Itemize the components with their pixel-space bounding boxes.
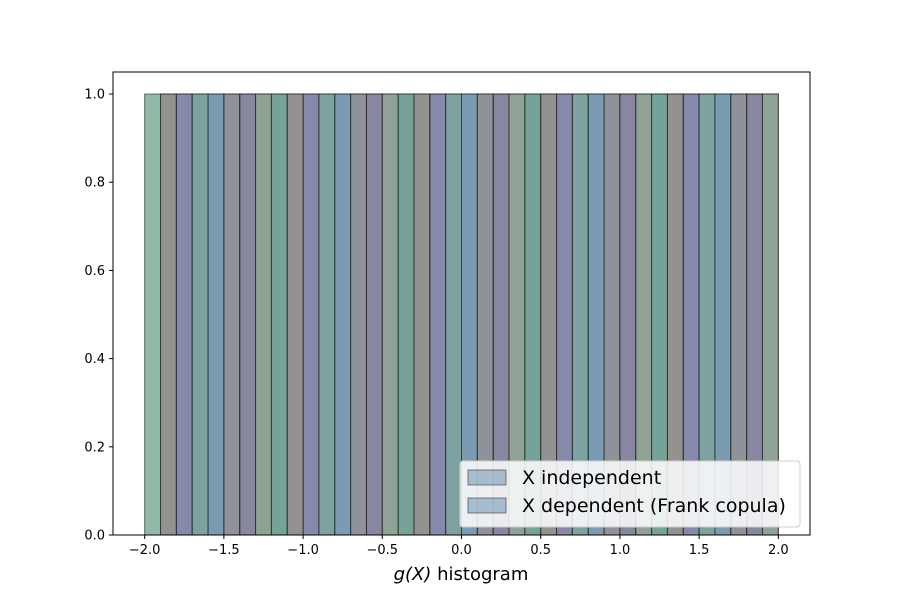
y-tick-label: 0.8 <box>84 176 105 191</box>
histogram-bar-tint <box>540 94 557 536</box>
y-tick-label: 1.0 <box>84 88 105 103</box>
legend-frame <box>459 460 801 528</box>
histogram-bar-tint <box>667 94 684 536</box>
histogram-bar-tint <box>493 94 510 536</box>
histogram-bar-tint <box>714 94 731 536</box>
histogram-bar-tint <box>683 94 700 536</box>
histogram-bar-tint <box>619 94 636 536</box>
y-axis: 0.0 0.2 0.4 0.6 0.8 1.0 <box>84 88 113 544</box>
x-axis-title-suffix: histogram <box>431 564 528 585</box>
x-tick-label: −0.5 <box>367 543 399 558</box>
histogram-bar-tint <box>398 94 414 536</box>
y-tick-label: 0.6 <box>84 264 105 279</box>
histogram-bar-tint <box>208 94 224 536</box>
x-tick-label: 1.0 <box>610 543 631 558</box>
x-tick-label: 0.0 <box>451 543 472 558</box>
histogram-bar-tint <box>556 94 573 536</box>
histogram-bar-tint <box>746 94 763 536</box>
histogram-bar-tint <box>160 94 177 536</box>
legend-swatch-dependent <box>467 497 507 514</box>
histogram-bar-tint <box>762 94 779 536</box>
x-tick-label: 0.5 <box>530 543 551 558</box>
histogram-bar-tint <box>350 94 367 536</box>
histogram-bar-tint <box>223 94 240 536</box>
histogram-bar-tint <box>730 94 747 536</box>
x-tick-label: −1.5 <box>208 543 240 558</box>
histogram-bar-tint <box>588 94 605 536</box>
histogram-bar-tint <box>651 94 668 536</box>
histogram-bar-tint <box>382 94 399 536</box>
x-tick-label: −1.0 <box>287 543 319 558</box>
x-tick-label: −2.0 <box>129 543 161 558</box>
legend-label-dependent: X dependent (Frank copula) <box>522 495 786 517</box>
legend: X independent X dependent (Frank copula) <box>459 460 801 528</box>
histogram-bar-tint <box>604 94 620 536</box>
histogram-bar-tint <box>318 94 335 536</box>
histogram-bar-tint <box>192 94 209 536</box>
histogram-bar-tint <box>239 94 256 536</box>
histogram-bar-tint <box>429 94 446 536</box>
histogram-bar-tint <box>176 94 193 536</box>
x-tick-label: 2.0 <box>768 543 789 558</box>
histogram-bar-tint <box>477 94 494 536</box>
histogram-bar-tint <box>255 94 272 536</box>
histogram-bar-tint <box>366 94 383 536</box>
histogram-bar-tint <box>271 94 288 536</box>
legend-swatch-independent <box>467 469 507 486</box>
y-tick-label: 0.0 <box>84 529 105 544</box>
histogram-bar-tint <box>413 94 430 536</box>
histogram-bar-tint <box>461 94 478 536</box>
y-tick-label: 0.4 <box>84 352 105 367</box>
x-axis-title-var: g(X) <box>394 564 432 585</box>
x-axis-title: g(X) histogram <box>394 564 529 585</box>
y-tick-label: 0.2 <box>84 440 105 455</box>
histogram-bar-tint <box>524 94 541 536</box>
x-tick-label: 1.5 <box>689 543 710 558</box>
histogram-bar-tint <box>334 94 351 536</box>
histogram-bar-tint <box>509 94 525 536</box>
histogram-bar-tint <box>635 94 652 536</box>
legend-label-independent: X independent <box>522 467 661 489</box>
histogram-bar-tint <box>144 94 161 536</box>
histogram-bar-tint <box>699 94 715 536</box>
histogram-bar-tint <box>572 94 589 536</box>
histogram-bar-tint <box>445 94 462 536</box>
histogram-bar-tint <box>303 94 319 536</box>
histogram-bar-tint <box>287 94 304 536</box>
x-axis: −2.0 −1.5 −1.0 −0.5 0.0 0.5 1.0 1.5 2.0 <box>129 535 789 558</box>
